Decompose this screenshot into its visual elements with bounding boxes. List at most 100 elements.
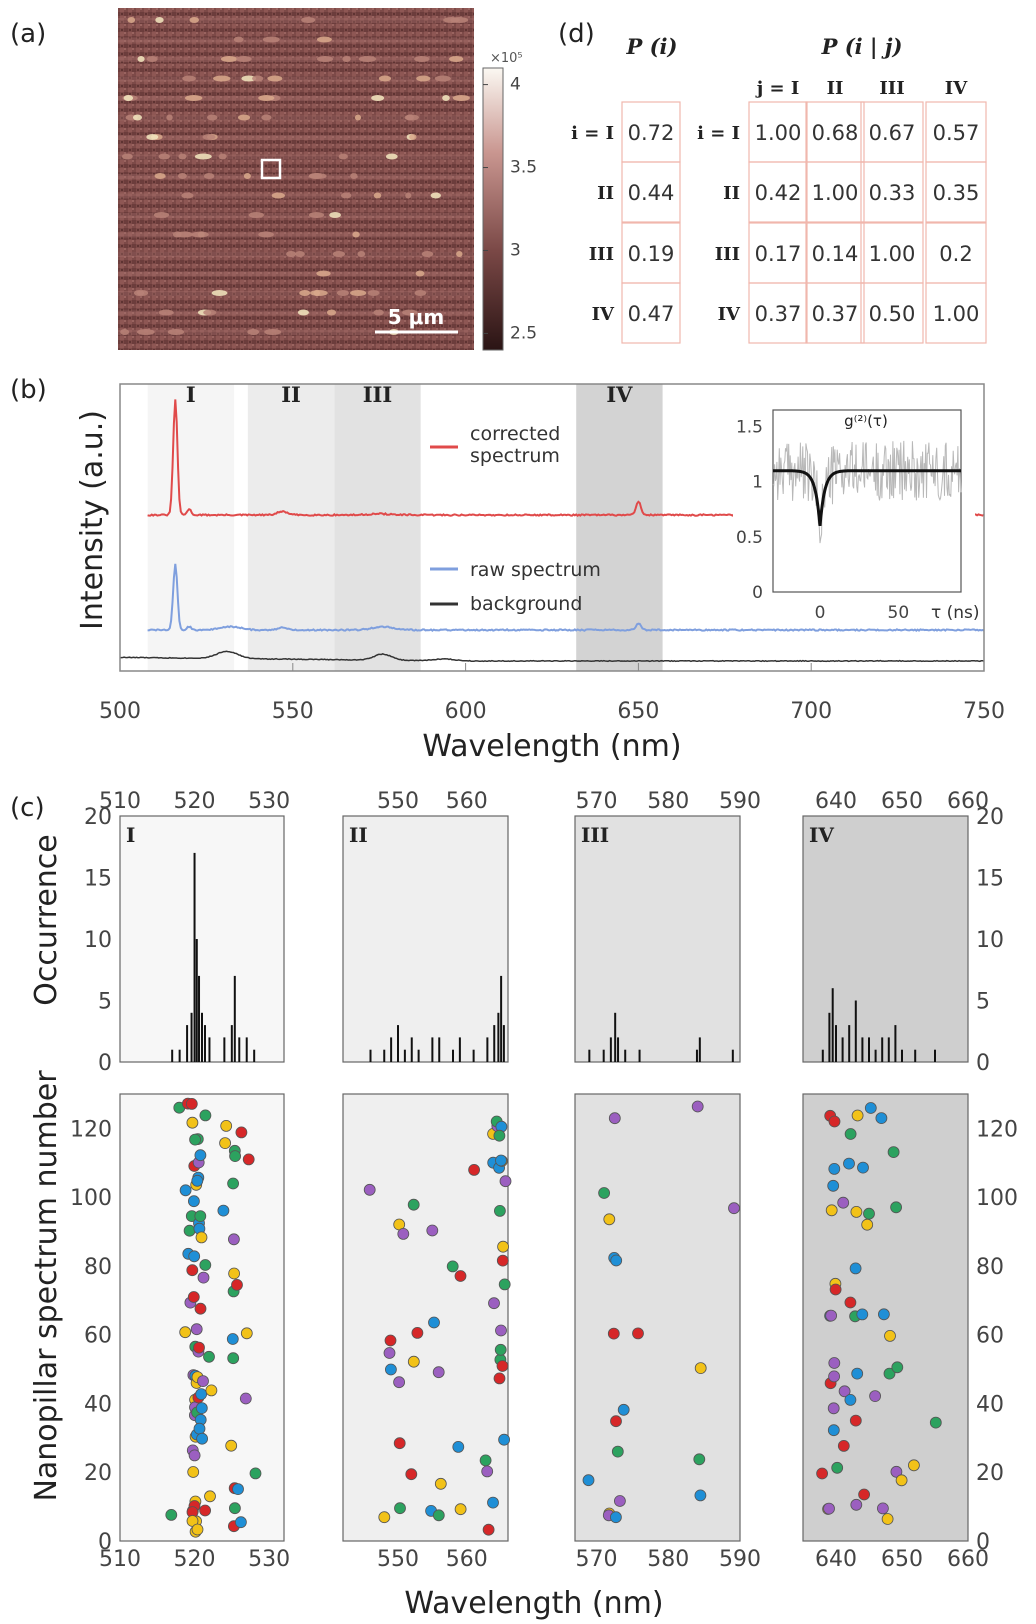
spectrum-point	[728, 1202, 740, 1215]
histogram-bar	[452, 1049, 454, 1062]
spectrum-point	[610, 1511, 622, 1524]
map-spot	[310, 290, 328, 296]
band-label: I	[186, 382, 196, 407]
p-ij-value: 0.68	[812, 121, 859, 145]
top-x-tick-label: 580	[647, 789, 689, 814]
map-spot	[378, 75, 392, 82]
spectrum-point	[428, 1316, 440, 1329]
spectrum-point	[884, 1330, 896, 1342]
col-header: II	[827, 78, 844, 99]
map-spot	[213, 75, 231, 82]
map-spot	[207, 114, 218, 121]
spectrum-point	[828, 1370, 840, 1383]
spectrum-point	[196, 1432, 209, 1445]
spectrum-point	[498, 1433, 511, 1446]
spectrum-tick-label: 0	[98, 1530, 112, 1555]
top-x-tick-label: 560	[446, 789, 488, 814]
spectrum-point	[856, 1308, 869, 1321]
p-ij-value: 1.00	[755, 121, 802, 145]
spectrum-point	[190, 1323, 203, 1336]
spectrum-point	[875, 1112, 888, 1124]
histogram-bar	[230, 1025, 233, 1062]
histogram-bar	[841, 1037, 844, 1062]
map-spot	[295, 251, 305, 257]
panel-label-c: (c)	[10, 793, 45, 823]
histogram-bar	[914, 1049, 917, 1062]
histogram-bar	[417, 1049, 420, 1062]
subpanel-label: IV	[809, 823, 834, 847]
bottom-x-tick-label: 590	[719, 1547, 761, 1572]
map-spot	[194, 153, 212, 160]
spectrum-point	[397, 1228, 410, 1240]
p-ij-value: 0.37	[755, 302, 802, 326]
x-tick-label: 550	[272, 699, 314, 724]
map-spot	[172, 231, 182, 238]
histogram-bar	[223, 1037, 226, 1062]
p-ij-cell	[748, 161, 808, 223]
spectrum-point	[864, 1102, 877, 1114]
spectrum-point	[499, 1175, 512, 1188]
spectrum-point	[363, 1183, 376, 1196]
spectrum-point	[217, 1204, 230, 1217]
spectrum-point	[493, 1205, 506, 1217]
p-ij-value: 1.00	[869, 242, 916, 266]
subpanel-IV: IV64064065065066066005101520020406080100…	[802, 789, 1018, 1572]
histogram-bar	[868, 1037, 870, 1062]
inset-x-tick-label: 50	[888, 603, 910, 623]
band-label: III	[363, 382, 392, 407]
map-spot	[358, 56, 377, 62]
x-tick-label: 650	[617, 699, 659, 724]
spectrum-x-ticks: 500 550 600 650 700 750	[99, 663, 1005, 724]
map-stripe	[118, 135, 474, 140]
spectrum-axes-frame	[119, 383, 985, 672]
spectrum-point	[219, 1137, 232, 1149]
spectrum-point	[479, 1454, 492, 1467]
spectrum-point	[191, 1523, 204, 1536]
spectrum-point	[494, 1343, 507, 1356]
spectrum-point	[493, 1129, 506, 1142]
top-x-tick-label: 570	[576, 789, 618, 814]
map-spot	[357, 251, 366, 257]
spectrum-point	[227, 1177, 240, 1190]
pl-map-stripes	[118, 18, 474, 335]
band-I	[147, 384, 235, 671]
map-spot	[354, 114, 362, 121]
spectrum-point	[825, 1309, 837, 1322]
spectrum-point	[426, 1224, 439, 1237]
p-ij-cell	[860, 161, 924, 223]
top-x-tick-label: 650	[881, 789, 923, 814]
map-spot	[132, 114, 143, 121]
spectrum-point	[857, 1161, 869, 1174]
histogram-bar	[934, 1049, 936, 1062]
inset-y-tick-label: 0.5	[736, 528, 763, 548]
inset-y-tick-label: 1	[752, 473, 763, 493]
histogram-bar	[493, 1025, 496, 1062]
histogram-bar	[369, 1049, 372, 1062]
p-ij-value: 0.14	[812, 242, 859, 266]
spectrum-point	[844, 1394, 857, 1406]
spectrum-point	[193, 1422, 206, 1435]
map-spot	[297, 309, 309, 316]
x-tick-label: 500	[99, 699, 141, 724]
spectrum-point	[195, 1402, 208, 1414]
spectrum-point	[611, 1445, 624, 1458]
bottom-x-tick-label: 660	[947, 1547, 989, 1572]
p-ij-cell	[925, 161, 987, 223]
top-x-tick-label: 520	[174, 789, 216, 814]
map-spot	[123, 95, 134, 101]
map-spot	[211, 290, 228, 296]
histogram-bar	[193, 852, 196, 1062]
map-spot	[449, 56, 464, 62]
spectrum-legend: corrected spectrum raw spectrum backgrou…	[430, 423, 601, 615]
histogram-bar	[638, 1049, 641, 1062]
histogram-bar	[835, 1025, 837, 1062]
subpanel-label: I	[126, 823, 135, 847]
spectrum-point	[850, 1498, 863, 1511]
map-spot	[235, 56, 252, 62]
histogram-bar	[887, 1037, 890, 1062]
spectrum-point	[582, 1474, 595, 1487]
spectrum-point	[850, 1206, 863, 1218]
spectrum-point	[610, 1254, 623, 1267]
spectrum-tick-label: 120	[70, 1117, 112, 1142]
